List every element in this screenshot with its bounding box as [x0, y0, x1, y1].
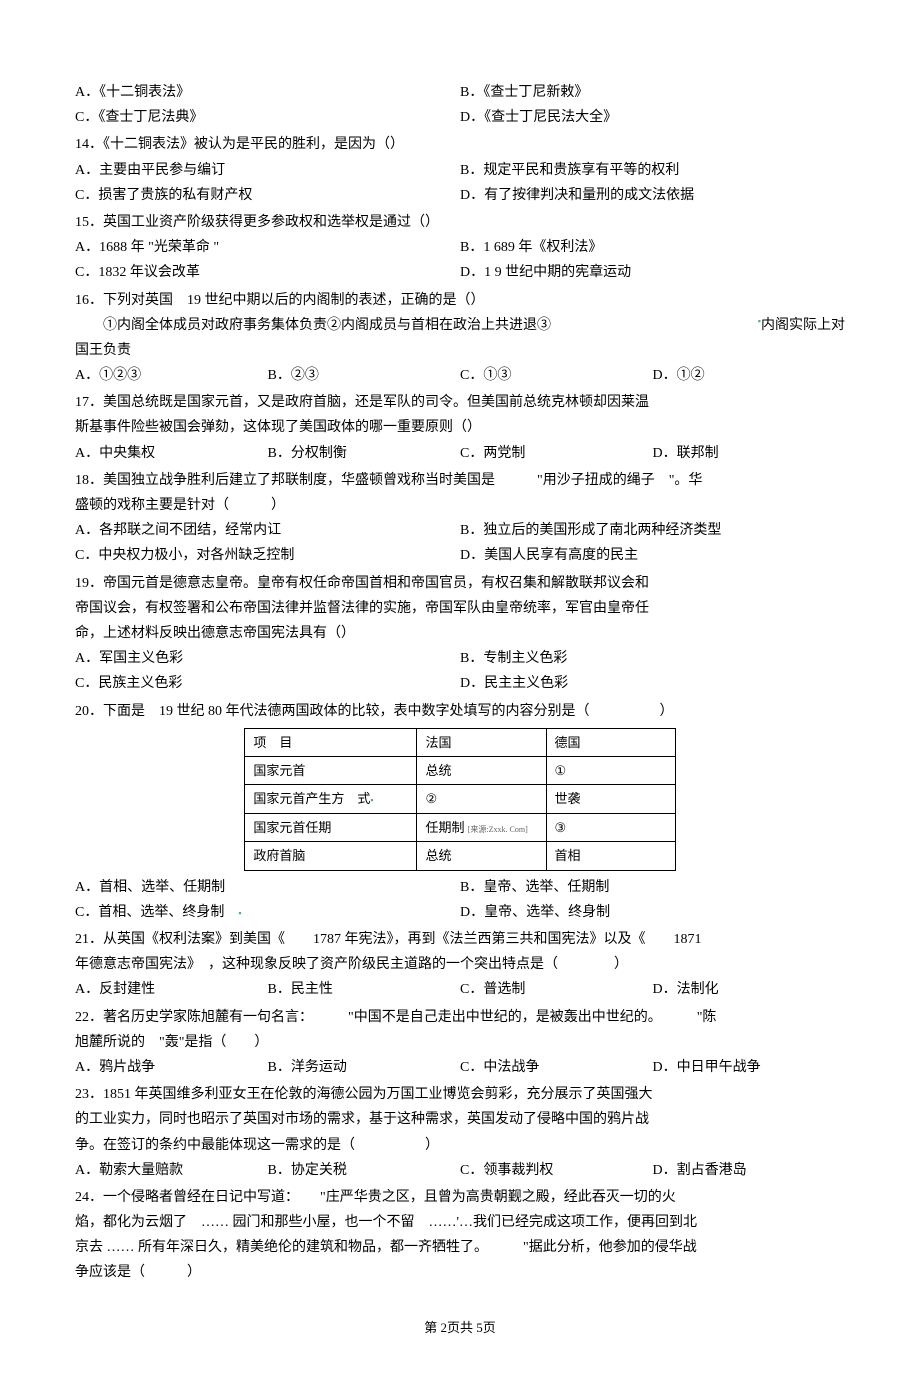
q15-option-c: C．1832 年议会改革 — [75, 260, 460, 285]
q22-option-a: A．鸦片战争 — [75, 1055, 268, 1080]
q14-option-d: D．有了按律判决和量刑的成文法依据 — [460, 183, 845, 208]
q23-stem1: 23．1851 年英国维多利亚女王在伦敦的海德公园为万国工业博览会剪彩，充分展示… — [75, 1082, 845, 1107]
q17-option-d: D．联邦制 — [653, 441, 846, 466]
q18-stem2: 盛顿的戏称主要是针对（ ） — [75, 493, 845, 518]
q20-stem: 20．下面是 19 世纪 80 年代法德两国政体的比较，表中数字处填写的内容分别… — [75, 699, 845, 724]
table-cell: 总统 — [417, 757, 546, 785]
q14-stem: 14．《十二铜表法》被认为是平民的胜利，是因为（） — [75, 132, 845, 157]
q22-option-d: D．中日甲午战争 — [653, 1055, 846, 1080]
q19-stem2: 帝国议会，有权签署和公布帝国法律并监督法律的实施，帝国军队由皇帝统率，军官由皇帝… — [75, 596, 845, 621]
q14-option-a: A．主要由平民参与编订 — [75, 158, 460, 183]
q21-option-d: D．法制化 — [653, 977, 846, 1002]
table-header: 德国 — [546, 728, 675, 756]
mark-icon: ▪ — [370, 795, 373, 805]
q15-option-b: B．1 689 年《权利法》 — [460, 235, 845, 260]
q16-option-b: B．②③ — [268, 363, 461, 388]
q20-table: 项 目 法国 德国 国家元首 总统 ① 国家元首产生方 式▪ ② 世袭 国家元首… — [244, 728, 675, 871]
q15-option-d: D．1 9 世纪中期的宪章运动 — [460, 260, 845, 285]
q23-stem3: 争。在签订的条约中最能体现这一需求的是（ ） — [75, 1133, 845, 1158]
q14-option-b: B．规定平民和贵族享有平等的权利 — [460, 158, 845, 183]
q22-option-b: B．洋务运动 — [268, 1055, 461, 1080]
q22-stem2: 旭麓所说的 "轰"是指（ ） — [75, 1030, 845, 1055]
q16-sub3: 国王负责 — [75, 338, 845, 363]
q21-stem1: 21．从英国《权利法案》到美国《 1787 年宪法》，再到《法兰西第三共和国宪法… — [75, 927, 845, 952]
q16-option-a: A．①②③ — [75, 363, 268, 388]
page-footer: 第 2页共 5页 — [75, 1316, 845, 1339]
q20-option-a: A．首相、选举、任期制 — [75, 875, 460, 900]
q19-option-c: C．民族主义色彩 — [75, 671, 460, 696]
q23-option-d: D．割占香港岛 — [653, 1158, 846, 1183]
q19-stem3: 命，上述材料反映出德意志帝国宪法具有（） — [75, 621, 845, 646]
table-cell: 国家元首任期 — [245, 813, 417, 841]
q22-stem1: 22．著名历史学家陈旭麓有一句名言： "中国不是自己走出中世纪的，是被轰出中世纪… — [75, 1005, 845, 1030]
table-header: 项 目 — [245, 728, 417, 756]
q21-option-b: B．民主性 — [268, 977, 461, 1002]
q13-option-a: A．《十二铜表法》 — [75, 80, 460, 105]
q24-stem4: 争应该是（ ） — [75, 1260, 845, 1285]
q15-option-a: A．1688 年 "光荣革命 " — [75, 235, 460, 260]
q18-option-d: D．美国人民享有高度的民主 — [460, 543, 845, 568]
q19-option-a: A．军国主义色彩 — [75, 646, 460, 671]
q16-option-d: D．①② — [653, 363, 846, 388]
q20-option-d: D．皇帝、选举、终身制 — [460, 900, 845, 925]
q23-option-b: B．协定关税 — [268, 1158, 461, 1183]
q23-stem2: 的工业实力，同时也昭示了英国对市场的需求，基于这种需求，英国发动了侵略中国的鸦片… — [75, 1107, 845, 1132]
table-cell: 世袭 — [546, 785, 675, 813]
q13-option-c: C．《查士丁尼法典》 — [75, 105, 460, 130]
q22-option-c: C．中法战争 — [460, 1055, 653, 1080]
table-cell: ① — [546, 757, 675, 785]
q20-option-b: B．皇帝、选举、任期制 — [460, 875, 845, 900]
source-note: [来源:Zxxk. Com] — [468, 825, 528, 834]
q21-stem2: 年德意志帝国宪法》 ，这种现象反映了资产阶级民主道路的一个突出特点是（ ） — [75, 952, 845, 977]
mark-icon: ▪ — [238, 908, 241, 918]
q24-stem3: 京去 …… 所有年深日久，精美绝伦的建筑和物品，都一齐牺牲了。 "据此分析，他参… — [75, 1235, 845, 1260]
q21-option-a: A．反封建性 — [75, 977, 268, 1002]
q16-sub2: 内阁实际上对 — [761, 313, 845, 338]
q15-stem: 15．英国工业资产阶级获得更多参政权和选举权是通过（） — [75, 210, 845, 235]
q18-option-b: B．独立后的美国形成了南北两种经济类型 — [460, 518, 845, 543]
table-header: 法国 — [417, 728, 546, 756]
q16-stem: 16．下列对英国 19 世纪中期以后的内阁制的表述，正确的是（） — [75, 288, 845, 313]
table-cell: ③ — [546, 813, 675, 841]
q23-option-a: A．勒索大量赔款 — [75, 1158, 268, 1183]
q21-option-c: C．普选制 — [460, 977, 653, 1002]
q19-stem1: 19．帝国元首是德意志皇帝。皇帝有权任命帝国首相和帝国官员，有权召集和解散联邦议… — [75, 571, 845, 596]
q18-option-c: C．中央权力极小，对各州缺乏控制 — [75, 543, 460, 568]
q19-option-b: B．专制主义色彩 — [460, 646, 845, 671]
q14-option-c: C．损害了贵族的私有财产权 — [75, 183, 460, 208]
q16-option-c: C．①③ — [460, 363, 653, 388]
q23-option-c: C．领事裁判权 — [460, 1158, 653, 1183]
q16-sub: ①内阁全体成员对政府事务集体负责②内阁成员与首相在政治上共进退③ — [75, 313, 551, 338]
table-cell: 总统 — [417, 842, 546, 870]
table-cell: 国家元首 — [245, 757, 417, 785]
q19-option-d: D．民主主义色彩 — [460, 671, 845, 696]
table-cell: 政府首脑 — [245, 842, 417, 870]
q24-stem2: 焰，都化为云烟了 …… 园门和那些小屋，也一个不留 ……'…我们已经完成这项工作… — [75, 1210, 845, 1235]
q17-option-a: A．中央集权 — [75, 441, 268, 466]
q17-option-c: C．两党制 — [460, 441, 653, 466]
q17-stem1: 17．美国总统既是国家元首，又是政府首脑，还是军队的司令。但美国前总统克林顿却因… — [75, 390, 845, 415]
q18-option-a: A．各邦联之间不团结，经常内讧 — [75, 518, 460, 543]
table-cell: 首相 — [546, 842, 675, 870]
q24-stem1: 24．一个侵略者曾经在日记中写道： "庄严华贵之区，且曾为高贵朝觐之殿，经此吞灭… — [75, 1185, 845, 1210]
q18-stem1: 18．美国独立战争胜利后建立了邦联制度，华盛顿曾戏称当时美国是 "用沙子扭成的绳… — [75, 468, 845, 493]
q20-option-c: C．首相、选举、终身制 ▪ — [75, 900, 460, 925]
table-cell: ② — [417, 785, 546, 813]
q13-option-d: D．《查士丁尼民法大全》 — [460, 105, 845, 130]
q17-stem2: 斯基事件险些被国会弹劾，这体现了美国政体的哪一重要原则（） — [75, 415, 845, 440]
table-cell: 国家元首产生方 式▪ — [245, 785, 417, 813]
q13-option-b: B．《查士丁尼新敕》 — [460, 80, 845, 105]
q17-option-b: B．分权制衡 — [268, 441, 461, 466]
table-cell: 任期制 [来源:Zxxk. Com] — [417, 813, 546, 841]
